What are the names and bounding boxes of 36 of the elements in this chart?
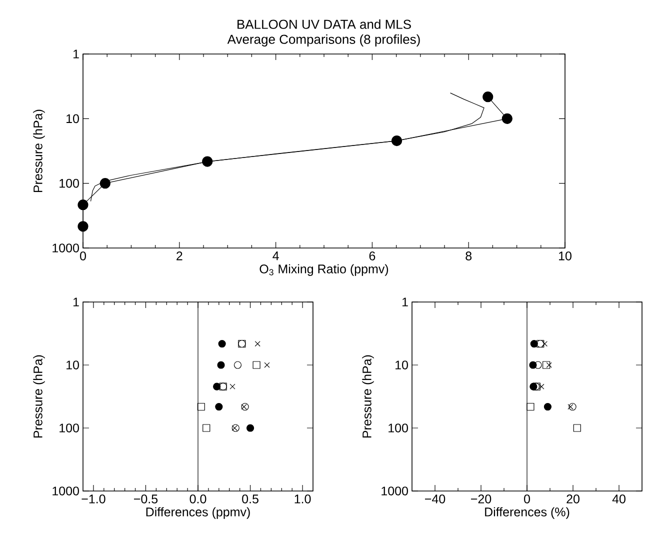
y-axis-title: Pressure (hPa) bbox=[362, 355, 374, 438]
y-tick-label: 1000 bbox=[52, 486, 79, 496]
y-tick-label: 1000 bbox=[52, 244, 79, 252]
y-tick-label: 1 bbox=[402, 298, 408, 306]
x-tick-label: 0.0 bbox=[190, 494, 206, 504]
x-tick-label: 40 bbox=[612, 494, 626, 504]
y-axis-title: Pressure (hPa) bbox=[33, 355, 45, 438]
x-tick-label: 8 bbox=[466, 252, 472, 260]
y-tick-label: 10 bbox=[396, 360, 408, 370]
chart-title: BALLOON UV DATA and MLS bbox=[238, 19, 411, 29]
y-tick-label: 10 bbox=[66, 360, 79, 370]
y-tick-label: 1000 bbox=[382, 486, 408, 496]
y-tick-label: 10 bbox=[66, 114, 79, 124]
x-tick-label: 0.5 bbox=[242, 494, 258, 504]
x-tick-label: 1.0 bbox=[294, 494, 311, 504]
chart-subtitle: Average Comparisons (8 profiles) bbox=[227, 34, 420, 47]
x-tick-label: 0 bbox=[80, 252, 86, 260]
x-axis-title: Differences (%) bbox=[485, 507, 570, 519]
x-tick-label: −40 bbox=[425, 494, 446, 504]
x-tick-label: 4 bbox=[272, 252, 279, 260]
y-tick-label: 100 bbox=[60, 178, 79, 188]
x-tick-label: 0 bbox=[524, 494, 530, 504]
y-tick-label: 1 bbox=[73, 298, 79, 306]
x-tick-label: 10 bbox=[559, 252, 572, 260]
y-tick-label: 100 bbox=[388, 424, 408, 432]
x-tick-label: 2 bbox=[176, 252, 182, 260]
x-tick-label: −0.5 bbox=[134, 494, 158, 504]
y-tick-label: 100 bbox=[60, 424, 79, 432]
x-axis-title: O$_{3}$ Mixing Ratio (ppmv) bbox=[260, 264, 388, 276]
x-tick-label: 20 bbox=[566, 494, 580, 504]
y-tick-label: 1 bbox=[73, 50, 79, 58]
x-tick-label: −20 bbox=[471, 494, 492, 504]
x-tick-label: 6 bbox=[369, 252, 376, 260]
x-tick-label: −1.0 bbox=[82, 494, 106, 504]
y-axis-title: Pressure (hPa) bbox=[33, 110, 45, 192]
x-axis-title: Differences (ppmv) bbox=[146, 507, 250, 519]
